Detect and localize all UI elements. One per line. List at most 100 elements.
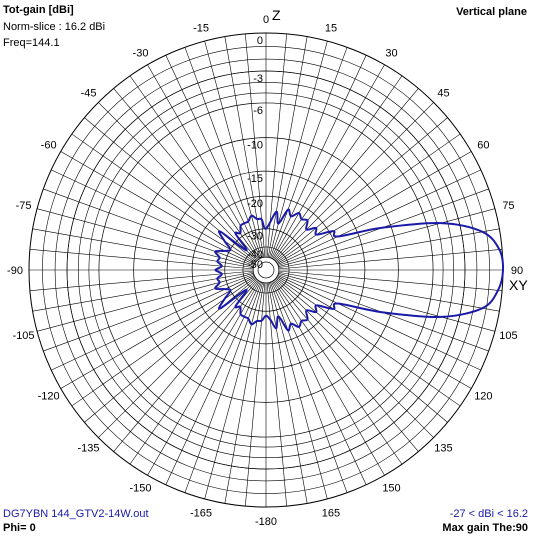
grid-ring — [77, 81, 455, 459]
gain-range-label: -27 < dBi < 16.2 — [449, 508, 528, 520]
radial-tick-label: -20 — [247, 198, 263, 210]
grid-center-ring — [257, 261, 275, 279]
angle-tick-label: 165 — [322, 507, 340, 519]
grid-spoke — [274, 88, 419, 261]
grid-spoke — [165, 281, 261, 485]
angle-tick-label: 0 — [263, 14, 269, 26]
angle-tick-label: -30 — [133, 48, 149, 60]
grid-ring — [242, 246, 290, 294]
gain-pattern-trace — [214, 208, 505, 332]
grid-spoke — [272, 64, 385, 260]
grid-spoke — [274, 278, 434, 438]
grid-spoke — [51, 169, 255, 265]
grid-ring — [42, 46, 490, 494]
grid-spoke — [277, 275, 481, 371]
phi-label: Phi= 0 — [3, 522, 36, 534]
max-gain-label: Max gain The:90 — [442, 522, 528, 534]
grid-spoke — [43, 188, 255, 266]
grid-spoke — [184, 281, 262, 493]
grid-spoke — [270, 281, 348, 493]
grid-spoke — [113, 279, 258, 452]
grid-ring — [98, 102, 434, 438]
angle-tick-label: -60 — [41, 140, 57, 152]
grid-spoke — [271, 281, 367, 485]
grid-spoke — [84, 117, 257, 262]
grid-spoke — [267, 282, 308, 504]
grid-spoke — [43, 274, 255, 352]
radial-tick-label: 0 — [257, 35, 263, 47]
angle-tick-label: -165 — [190, 507, 212, 519]
filename-label: DG7YBN 144_GTV2-14W.out — [3, 508, 149, 520]
grid-ring — [88, 92, 444, 448]
grid-spoke — [276, 151, 472, 264]
radial-tick-label: -3 — [253, 73, 263, 85]
grid-spoke — [269, 282, 328, 500]
grid-spoke — [274, 279, 419, 452]
grid-ring — [252, 256, 280, 284]
grid-spoke — [275, 117, 448, 262]
angle-tick-label: 105 — [499, 330, 517, 342]
grid-spoke — [60, 276, 256, 389]
grid-spoke — [29, 270, 254, 291]
angle-tick-label: 120 — [474, 391, 492, 403]
grid-spoke — [266, 282, 287, 507]
angle-tick-label: -105 — [13, 330, 35, 342]
angle-tick-label: 135 — [434, 442, 452, 454]
grid-spoke — [278, 270, 503, 291]
radial-tick-label: -40 — [247, 249, 263, 261]
grid-spoke — [36, 273, 254, 332]
grid-ring — [133, 137, 399, 403]
grid-spoke — [60, 151, 256, 264]
frequency-label: Freq=144.1 — [3, 37, 60, 49]
grid-spoke — [272, 280, 385, 476]
angle-tick-label: 30 — [385, 48, 397, 60]
grid-spoke — [269, 40, 328, 258]
grid-spoke — [184, 47, 262, 259]
grid-spoke — [98, 102, 258, 262]
grid-spoke — [278, 208, 496, 267]
grid-spoke — [51, 275, 255, 371]
grid-spoke — [29, 249, 254, 270]
grid-spoke — [278, 271, 500, 312]
grid-spoke — [84, 278, 257, 423]
angle-tick-label: 15 — [325, 23, 337, 35]
grid-spoke — [147, 64, 260, 260]
angle-tick-label: -150 — [129, 482, 151, 494]
radial-tick-label: -6 — [253, 105, 263, 117]
angle-tick-label: 45 — [437, 88, 449, 100]
grid-spoke — [204, 40, 263, 258]
grid-spoke — [276, 276, 472, 389]
grid-ring — [166, 170, 366, 370]
grid-spoke — [276, 277, 461, 407]
xy-axis-label: XY — [509, 277, 528, 293]
z-axis-label: Z — [272, 7, 281, 23]
angle-tick-label: -135 — [78, 442, 100, 454]
radial-tick-label: -10 — [247, 140, 263, 152]
grid-spoke — [129, 280, 259, 465]
angle-tick-label: -180 — [255, 516, 277, 528]
angle-tick-label: -90 — [7, 265, 23, 277]
grid-spoke — [271, 55, 367, 259]
grid-spoke — [204, 282, 263, 500]
grid-spoke — [270, 47, 348, 259]
grid-spoke — [275, 278, 448, 423]
chart-title: Tot-gain [dBi] — [3, 4, 74, 16]
angle-tick-label: 60 — [477, 140, 489, 152]
grid-ring — [191, 195, 341, 345]
angle-tick-label: 75 — [502, 200, 514, 212]
grid-spoke — [273, 75, 403, 260]
grid-spoke — [36, 208, 254, 267]
grid-spoke — [245, 282, 266, 507]
angle-tick-label: -45 — [81, 88, 97, 100]
angle-tick-label: 90 — [511, 265, 523, 277]
grid-spoke — [277, 169, 481, 265]
grid-spoke — [71, 277, 256, 407]
grid-spoke — [147, 280, 260, 476]
grid-spoke — [98, 278, 258, 438]
grid-ring — [66, 70, 466, 470]
grid-spoke — [267, 36, 308, 258]
grid-spoke — [224, 282, 265, 504]
grid-spoke — [278, 273, 496, 332]
angle-tick-label: -120 — [38, 391, 60, 403]
